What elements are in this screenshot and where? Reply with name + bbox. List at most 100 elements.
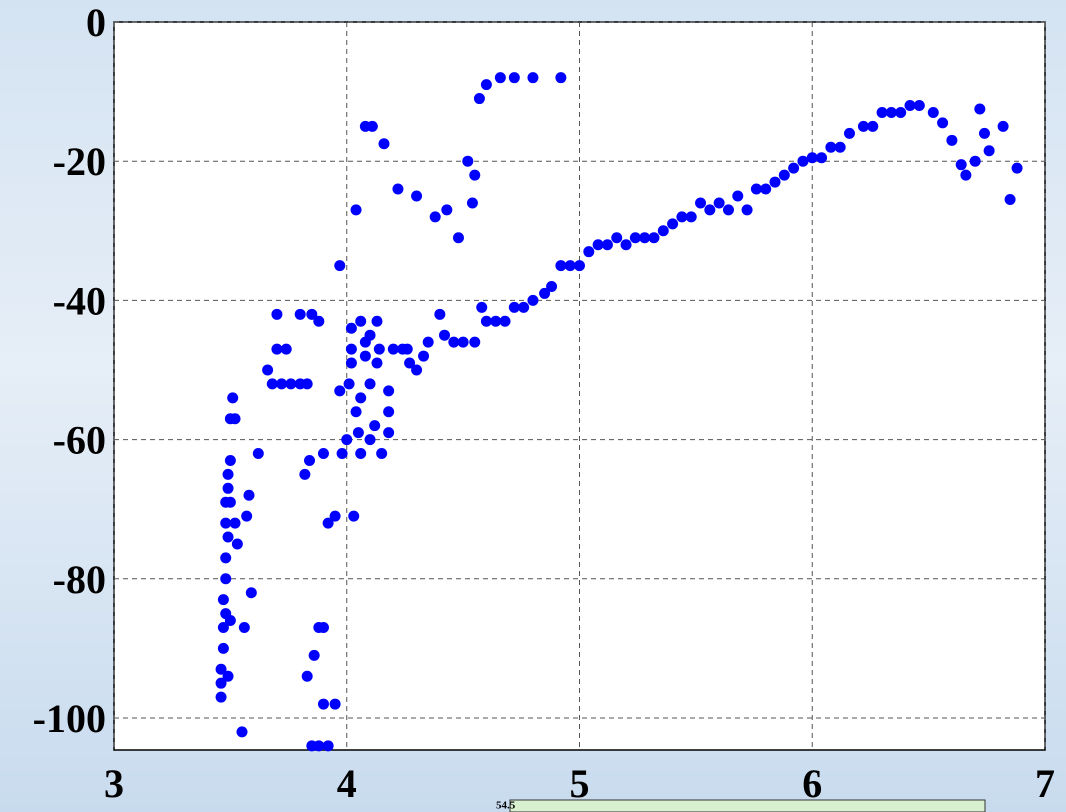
point bbox=[983, 145, 995, 157]
point bbox=[969, 155, 981, 167]
point bbox=[564, 260, 576, 272]
point bbox=[490, 315, 502, 327]
point bbox=[376, 448, 388, 460]
point bbox=[252, 448, 264, 460]
y-tick-label: 0 bbox=[86, 0, 106, 45]
point bbox=[469, 336, 481, 348]
point bbox=[355, 448, 367, 460]
point bbox=[806, 152, 818, 164]
point bbox=[220, 573, 232, 585]
point bbox=[494, 72, 506, 84]
point bbox=[220, 517, 232, 529]
point bbox=[769, 176, 781, 188]
point bbox=[317, 448, 329, 460]
point bbox=[222, 531, 234, 543]
point bbox=[217, 622, 229, 634]
point bbox=[371, 315, 383, 327]
point bbox=[411, 364, 423, 376]
point bbox=[937, 117, 949, 129]
point bbox=[304, 454, 316, 466]
point bbox=[657, 225, 669, 237]
point bbox=[518, 301, 530, 313]
point bbox=[404, 357, 416, 369]
point bbox=[364, 329, 376, 341]
point bbox=[329, 698, 341, 710]
y-tick-label: -100 bbox=[33, 696, 106, 741]
point bbox=[555, 260, 567, 272]
point bbox=[383, 427, 395, 439]
point bbox=[392, 183, 404, 195]
point bbox=[378, 138, 390, 150]
x-tick-label: 6 bbox=[802, 761, 822, 806]
point bbox=[313, 740, 325, 752]
x-tick-label: 7 bbox=[1035, 761, 1055, 806]
point bbox=[301, 670, 313, 682]
point bbox=[352, 427, 364, 439]
point bbox=[448, 336, 460, 348]
point bbox=[220, 552, 232, 564]
point bbox=[373, 343, 385, 355]
point bbox=[224, 496, 236, 508]
point bbox=[334, 385, 346, 397]
x-tick-label: 4 bbox=[337, 761, 357, 806]
point bbox=[371, 357, 383, 369]
point bbox=[713, 197, 725, 209]
point bbox=[997, 120, 1009, 132]
point bbox=[876, 106, 888, 118]
point bbox=[280, 343, 292, 355]
point bbox=[695, 197, 707, 209]
point bbox=[760, 183, 772, 195]
point bbox=[245, 587, 257, 599]
point bbox=[974, 103, 986, 115]
point bbox=[313, 315, 325, 327]
point bbox=[439, 329, 451, 341]
point bbox=[341, 434, 353, 446]
point bbox=[508, 72, 520, 84]
point bbox=[473, 93, 485, 105]
y-tick-label: -80 bbox=[53, 557, 106, 602]
point bbox=[387, 343, 399, 355]
point bbox=[222, 468, 234, 480]
point bbox=[224, 615, 236, 627]
point bbox=[266, 378, 278, 390]
point bbox=[960, 169, 972, 181]
point bbox=[843, 127, 855, 139]
point bbox=[639, 232, 651, 244]
point bbox=[294, 308, 306, 320]
point bbox=[499, 315, 511, 327]
point bbox=[217, 594, 229, 606]
x-tick-label: 3 bbox=[104, 761, 124, 806]
point bbox=[364, 434, 376, 446]
point bbox=[441, 204, 453, 216]
point bbox=[229, 517, 241, 529]
point bbox=[741, 204, 753, 216]
point bbox=[271, 343, 283, 355]
point bbox=[276, 378, 288, 390]
point bbox=[401, 343, 413, 355]
point bbox=[359, 350, 371, 362]
point bbox=[224, 454, 236, 466]
point bbox=[317, 622, 329, 634]
point bbox=[913, 100, 925, 112]
point bbox=[217, 642, 229, 654]
point bbox=[469, 169, 481, 181]
point bbox=[231, 538, 243, 550]
point bbox=[383, 406, 395, 418]
point bbox=[1011, 162, 1023, 174]
point bbox=[329, 510, 341, 522]
point bbox=[306, 308, 318, 320]
point bbox=[592, 239, 604, 251]
point bbox=[895, 106, 907, 118]
point bbox=[927, 106, 939, 118]
point bbox=[238, 622, 250, 634]
point bbox=[452, 232, 464, 244]
inset-label: 54.5 bbox=[496, 800, 516, 812]
point bbox=[1004, 193, 1016, 205]
point bbox=[462, 155, 474, 167]
point bbox=[366, 120, 378, 132]
point bbox=[946, 134, 958, 146]
point bbox=[797, 155, 809, 167]
point bbox=[222, 670, 234, 682]
point bbox=[322, 517, 334, 529]
